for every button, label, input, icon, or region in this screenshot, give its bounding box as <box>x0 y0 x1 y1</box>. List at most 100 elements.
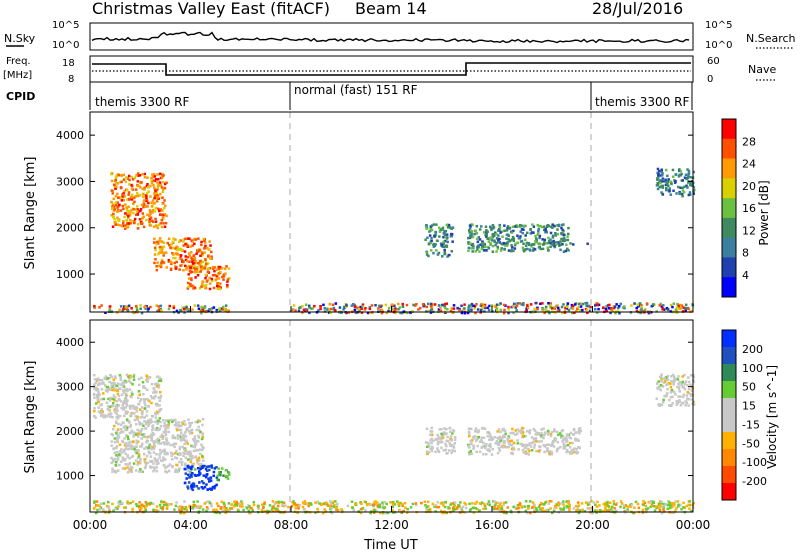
data-cell <box>689 394 693 397</box>
data-cell <box>687 172 691 175</box>
data-cell <box>163 422 166 425</box>
data-cell <box>224 474 227 478</box>
data-cell <box>592 501 596 504</box>
data-cell <box>271 500 275 503</box>
data-cell <box>157 242 160 245</box>
data-cell <box>136 180 140 183</box>
data-cell <box>144 466 147 469</box>
data-cell <box>504 304 507 307</box>
data-cell <box>449 437 452 441</box>
data-cell <box>152 470 155 473</box>
data-cell <box>125 306 129 310</box>
data-cell <box>577 446 580 449</box>
data-cell <box>446 240 449 244</box>
data-cell <box>447 506 450 509</box>
data-cell <box>147 450 151 454</box>
data-cell <box>686 391 689 394</box>
data-cell <box>666 374 669 378</box>
data-cell <box>661 186 665 189</box>
data-cell <box>451 432 454 435</box>
data-cell <box>562 438 565 442</box>
data-cell <box>143 398 146 401</box>
data-cell <box>549 302 552 305</box>
data-cell <box>137 396 140 400</box>
data-cell <box>110 456 113 460</box>
data-cell <box>95 379 99 382</box>
data-cell <box>129 222 132 225</box>
data-cell <box>575 450 578 454</box>
data-cell <box>164 221 168 225</box>
data-cell <box>164 251 168 254</box>
data-cell <box>190 277 193 280</box>
data-cell <box>471 250 474 253</box>
data-cell <box>449 444 452 447</box>
data-cell <box>559 240 562 243</box>
data-cell <box>537 432 541 436</box>
data-cell <box>526 304 529 307</box>
data-cell <box>667 382 670 385</box>
data-cell <box>208 287 212 291</box>
data-cell <box>121 195 124 199</box>
data-cell <box>190 256 193 259</box>
data-cell <box>668 501 671 504</box>
data-cell <box>180 264 184 267</box>
data-cell <box>577 302 581 306</box>
data-cell <box>174 256 177 260</box>
data-cell <box>135 422 138 426</box>
data-cell <box>149 436 153 439</box>
data-cell <box>472 244 475 248</box>
data-cell <box>175 309 179 313</box>
data-cell <box>107 412 111 416</box>
data-cell <box>196 458 199 462</box>
data-cell <box>536 223 539 227</box>
data-cell <box>184 472 187 475</box>
data-cell <box>186 244 190 247</box>
data-cell <box>162 503 166 507</box>
data-cell <box>93 374 96 377</box>
data-cell <box>476 508 479 511</box>
data-cell <box>113 437 117 440</box>
data-cell <box>427 500 430 504</box>
data-cell <box>559 436 563 439</box>
data-cell <box>188 264 191 268</box>
data-cell <box>150 181 154 185</box>
data-cell <box>533 429 537 432</box>
data-cell <box>440 228 443 231</box>
data-cell <box>174 238 177 241</box>
data-cell <box>204 241 207 244</box>
data-cell <box>137 455 141 458</box>
data-cell <box>680 172 683 176</box>
data-cell <box>560 305 564 309</box>
data-cell <box>430 441 433 445</box>
data-cell <box>142 435 145 438</box>
data-cell <box>118 463 121 467</box>
data-cell <box>555 241 558 244</box>
data-cell <box>109 374 112 377</box>
data-cell <box>126 454 129 457</box>
data-cell <box>540 225 544 229</box>
data-cell <box>685 177 688 181</box>
data-cell <box>552 445 556 448</box>
data-cell <box>136 172 140 175</box>
data-cell <box>228 509 231 512</box>
data-cell <box>155 505 159 508</box>
data-cell <box>547 502 550 506</box>
data-cell <box>177 311 180 314</box>
data-cell <box>443 233 447 236</box>
data-cell <box>310 503 313 506</box>
data-cell <box>585 304 588 308</box>
data-cell <box>127 214 130 218</box>
data-cell <box>155 410 159 414</box>
data-cell <box>361 507 365 510</box>
data-cell <box>191 258 195 261</box>
data-cell <box>511 245 514 249</box>
data-cell <box>425 224 428 227</box>
data-cell <box>567 232 570 236</box>
data-cell <box>125 401 128 405</box>
data-cell <box>453 438 457 442</box>
data-cell <box>184 462 187 466</box>
data-cell <box>436 438 439 441</box>
data-cell <box>213 484 217 488</box>
data-cell <box>531 501 535 504</box>
data-cell <box>635 306 638 310</box>
